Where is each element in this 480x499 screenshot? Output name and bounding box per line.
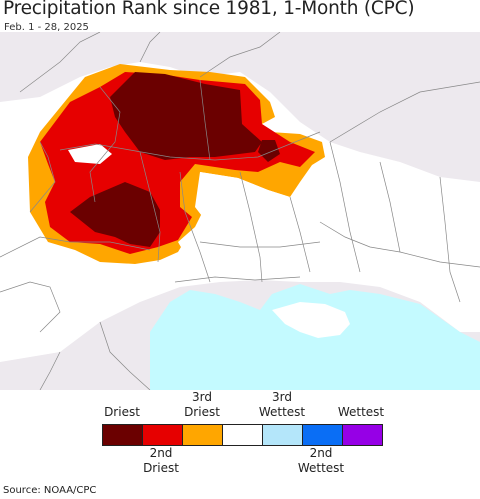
driest-area <box>70 72 280 247</box>
legend-swatch-2nd-driest <box>142 424 183 446</box>
legend-swatch-3rd-driest <box>182 424 223 446</box>
normal-patch-east <box>178 172 320 267</box>
legend-swatch-3rd-wettest <box>262 424 303 446</box>
precipitation-rank-map <box>0 32 480 390</box>
legend-label-wettest: Wettest <box>337 405 385 419</box>
legend-label-3rd-wettest: 3rd Wettest <box>258 390 306 419</box>
map-title: Precipitation Rank since 1981, 1-Month (… <box>3 0 415 19</box>
legend-color-bar <box>102 424 383 446</box>
legend-swatch-driest <box>102 424 143 446</box>
legend-label-2nd-wettest: 2nd Wettest <box>297 446 345 475</box>
region-borders <box>0 32 480 390</box>
legend-label-3rd-driest: 3rd Driest <box>184 390 220 419</box>
legend-label-driest: Driest <box>104 405 140 419</box>
legend-label-2nd-driest: 2nd Driest <box>143 446 179 475</box>
legend-swatch-normal <box>222 424 263 446</box>
date-range: Feb. 1 - 28, 2025 <box>4 22 89 33</box>
legend-swatch-wettest <box>342 424 383 446</box>
source-credit: Source: NOAA/CPC <box>3 485 97 496</box>
crimea <box>272 302 350 338</box>
legend-swatch-2nd-wettest <box>302 424 343 446</box>
